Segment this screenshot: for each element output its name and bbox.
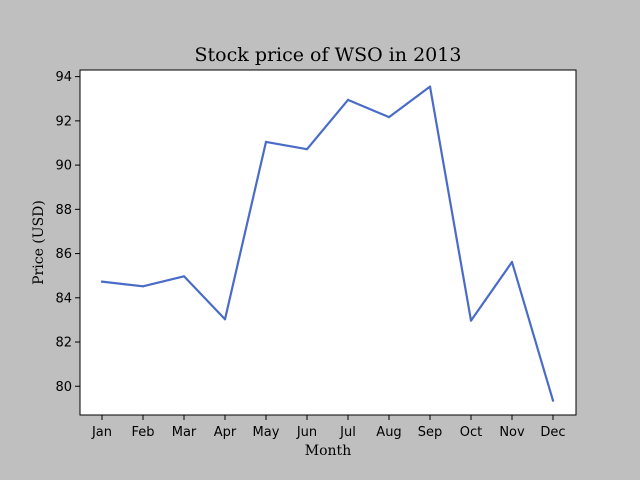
data-point <box>305 148 309 151</box>
data-point <box>182 275 186 278</box>
x-axis-label: Month <box>305 443 351 459</box>
x-tick-label: Sep <box>418 425 443 440</box>
x-tick-label: Mar <box>172 425 197 440</box>
y-axis-label: Price (USD) <box>31 200 47 285</box>
y-tick-label: 82 <box>55 336 72 351</box>
y-tick-label: 94 <box>55 70 72 85</box>
plot-area <box>79 69 577 416</box>
x-tick-label: Jan <box>91 425 112 440</box>
data-point <box>264 140 268 143</box>
data-point <box>141 285 145 288</box>
x-tick-label: Aug <box>376 425 401 440</box>
x-tick-label: Jun <box>296 425 317 440</box>
x-tick-label: Oct <box>460 425 482 440</box>
y-tick-label: 90 <box>55 159 72 174</box>
x-tick-label: Feb <box>131 425 154 440</box>
series-line <box>100 85 555 402</box>
data-point <box>100 280 104 283</box>
y-axis-ticks: 80 82 84 86 88 90 92 94 <box>55 70 80 395</box>
series-layer <box>100 85 555 402</box>
data-point <box>223 318 227 321</box>
data-point <box>387 116 391 119</box>
data-point <box>428 85 432 88</box>
data-point <box>346 98 350 101</box>
data-point <box>469 319 473 322</box>
y-tick-label: 86 <box>55 247 72 262</box>
data-point <box>551 399 555 402</box>
y-tick-label: 84 <box>55 291 72 306</box>
x-tick-label: Jul <box>339 425 356 440</box>
x-axis-ticks: Jan Feb Mar Apr May Jun Jul Aug Sep Oct Nov Dec <box>91 415 566 440</box>
y-tick-label: 88 <box>55 203 72 218</box>
x-tick-label: May <box>253 425 280 440</box>
x-tick-label: Apr <box>214 425 237 440</box>
chart-title: Stock price of WSO in 2013 <box>195 44 462 66</box>
y-tick-label: 80 <box>55 380 72 395</box>
x-tick-label: Nov <box>499 425 525 440</box>
y-tick-label: 92 <box>55 114 72 129</box>
data-point <box>510 260 514 264</box>
x-tick-label: Dec <box>540 425 565 440</box>
